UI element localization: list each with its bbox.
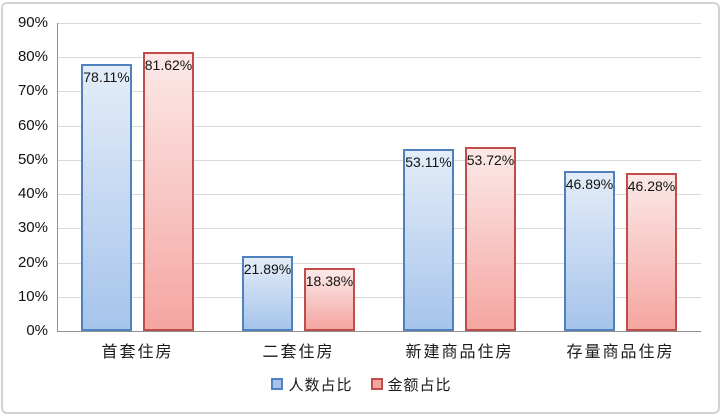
bar-series1-cat3 (626, 173, 677, 331)
gridline (57, 57, 701, 58)
x-category-label: 新建商品住房 (405, 344, 514, 361)
bar-series1-cat2 (465, 147, 516, 331)
bar-series1-cat1 (304, 268, 355, 331)
x-category-label: 首套住房 (101, 344, 174, 361)
bar-label-series0-cat2: 53.11% (405, 154, 452, 170)
y-tick-label: 70% (17, 82, 48, 99)
gridline (57, 228, 701, 229)
legend-item-series1: 金额占比 (370, 374, 452, 395)
y-tick-label: 80% (17, 48, 48, 65)
y-tick-label: 30% (17, 219, 48, 236)
gridline (57, 160, 701, 161)
gridline (57, 263, 701, 264)
legend-swatch-icon (370, 378, 383, 390)
bar-series0-cat1 (242, 256, 293, 331)
legend-label: 金额占比 (387, 376, 452, 394)
y-tick-label: 60% (17, 117, 48, 134)
bar-label-series1-cat3: 46.28% (627, 178, 676, 194)
gridline (57, 91, 701, 92)
legend-label: 人数占比 (288, 376, 353, 394)
bar-label-series0-cat3: 46.89% (565, 176, 614, 192)
gridline (57, 194, 701, 195)
x-category-label: 二套住房 (262, 344, 335, 361)
bar-label-series1-cat1: 18.38% (305, 273, 354, 289)
gridline (57, 297, 701, 298)
y-tick-label: 90% (17, 14, 48, 31)
bar-label-series1-cat2: 53.72% (466, 152, 515, 168)
legend-swatch-icon (271, 378, 284, 390)
y-tick-label: 0% (26, 322, 48, 339)
bar-series0-cat3 (564, 171, 615, 331)
bar-series1-cat0 (143, 52, 194, 331)
x-axis-line (57, 331, 701, 332)
y-tick-label: 40% (17, 185, 48, 202)
x-category-label: 存量商品住房 (566, 344, 675, 361)
gridline (57, 126, 701, 127)
y-tick-label: 50% (17, 151, 48, 168)
bar-label-series1-cat0: 81.62% (144, 57, 193, 73)
y-tick-label: 10% (17, 288, 48, 305)
bar-series0-cat2 (403, 149, 454, 331)
y-tick-label: 20% (17, 254, 48, 271)
bar-label-series0-cat0: 78.11% (83, 69, 130, 85)
bar-series0-cat0 (81, 64, 132, 331)
legend-item-series0: 人数占比 (271, 374, 352, 395)
legend: 人数占比 金额占比 (0, 373, 723, 395)
y-axis-line (57, 23, 58, 331)
bar-label-series0-cat1: 21.89% (243, 261, 292, 277)
gridline (57, 23, 701, 24)
